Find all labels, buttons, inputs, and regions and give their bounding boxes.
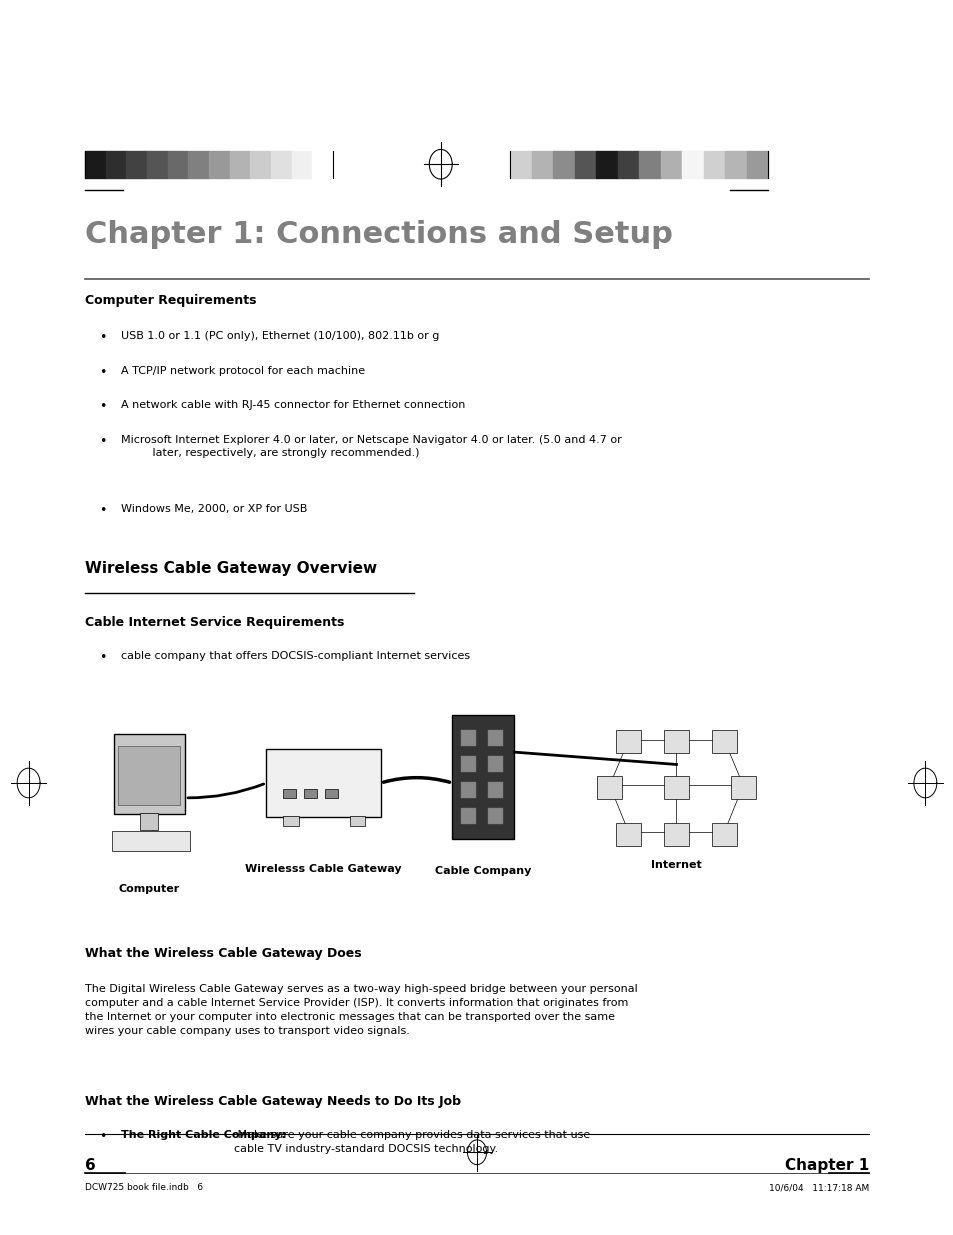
Bar <box>304 789 316 799</box>
Bar <box>188 151 209 178</box>
Text: Internet: Internet <box>651 860 701 869</box>
Bar <box>487 730 502 746</box>
Bar <box>574 151 596 178</box>
Text: •: • <box>99 435 107 448</box>
Text: Chapter 1: Chapter 1 <box>784 1158 868 1173</box>
Text: 10/6/04   11:17:18 AM: 10/6/04 11:17:18 AM <box>768 1183 868 1192</box>
Bar <box>250 151 271 178</box>
Text: •: • <box>99 651 107 664</box>
Text: •: • <box>99 331 107 345</box>
Text: Computer: Computer <box>118 884 179 894</box>
Text: The Right Cable Company:: The Right Cable Company: <box>121 1130 286 1140</box>
Text: The Digital Wireless Cable Gateway serves as a two-way high-speed bridge between: The Digital Wireless Cable Gateway serve… <box>85 984 638 1036</box>
Bar <box>113 734 185 814</box>
Bar <box>266 750 380 818</box>
Bar <box>460 808 476 824</box>
Text: Computer Requirements: Computer Requirements <box>85 294 256 308</box>
Text: What the Wireless Cable Gateway Does: What the Wireless Cable Gateway Does <box>85 947 361 961</box>
Bar <box>106 151 126 178</box>
Bar <box>659 151 681 178</box>
Bar <box>596 151 617 178</box>
Bar <box>325 789 337 799</box>
Text: What the Wireless Cable Gateway Needs to Do Its Job: What the Wireless Cable Gateway Needs to… <box>85 1095 460 1109</box>
Bar <box>292 151 312 178</box>
Bar <box>597 776 621 799</box>
Text: Wireless Cable Gateway Overview: Wireless Cable Gateway Overview <box>85 561 376 576</box>
Bar <box>452 715 514 839</box>
Bar <box>724 151 745 178</box>
Bar <box>112 831 190 851</box>
Text: Make sure your cable company provides data services that use
cable TV industry-s: Make sure your cable company provides da… <box>233 1130 590 1153</box>
Text: •: • <box>99 504 107 517</box>
Bar <box>711 823 736 846</box>
Text: DCW725 book file.indb   6: DCW725 book file.indb 6 <box>85 1183 203 1192</box>
Text: •: • <box>99 1130 107 1144</box>
Bar <box>283 789 295 799</box>
Bar <box>230 151 250 178</box>
Bar <box>663 776 688 799</box>
Bar <box>460 730 476 746</box>
Text: USB 1.0 or 1.1 (PC only), Ethernet (10/100), 802.11b or g: USB 1.0 or 1.1 (PC only), Ethernet (10/1… <box>121 331 439 341</box>
Bar <box>618 151 639 178</box>
Bar <box>510 151 531 178</box>
Bar <box>487 756 502 772</box>
Text: •: • <box>99 366 107 379</box>
Text: A network cable with RJ-45 connector for Ethernet connection: A network cable with RJ-45 connector for… <box>121 400 465 410</box>
Bar <box>487 782 502 798</box>
Text: Chapter 1: Connections and Setup: Chapter 1: Connections and Setup <box>85 220 672 248</box>
Bar <box>126 151 147 178</box>
Bar <box>460 782 476 798</box>
Text: 6: 6 <box>85 1158 95 1173</box>
Text: cable company that offers DOCSIS-compliant Internet services: cable company that offers DOCSIS-complia… <box>121 651 470 661</box>
Bar <box>168 151 188 178</box>
Text: Cable Internet Service Requirements: Cable Internet Service Requirements <box>85 616 344 630</box>
Bar <box>553 151 574 178</box>
Bar <box>118 746 180 805</box>
Bar <box>312 151 333 178</box>
Text: Microsoft Internet Explorer 4.0 or later, or Netscape Navigator 4.0 or later. (5: Microsoft Internet Explorer 4.0 or later… <box>121 435 621 458</box>
Bar <box>616 730 640 753</box>
Text: Cable Company: Cable Company <box>435 866 531 876</box>
Bar <box>283 816 298 826</box>
Text: Wirelesss Cable Gateway: Wirelesss Cable Gateway <box>245 864 401 874</box>
Bar <box>663 823 688 846</box>
Bar <box>711 730 736 753</box>
Text: Windows Me, 2000, or XP for USB: Windows Me, 2000, or XP for USB <box>121 504 307 514</box>
Bar <box>487 808 502 824</box>
Text: •: • <box>99 400 107 414</box>
Bar <box>271 151 292 178</box>
Bar <box>616 823 640 846</box>
Bar <box>730 776 755 799</box>
Bar <box>460 756 476 772</box>
Bar <box>702 151 724 178</box>
Bar <box>531 151 553 178</box>
Bar <box>663 730 688 753</box>
Bar <box>350 816 365 826</box>
Bar <box>85 151 106 178</box>
Bar <box>639 151 659 178</box>
Bar <box>209 151 230 178</box>
Bar <box>746 151 767 178</box>
Bar <box>681 151 702 178</box>
Bar <box>147 151 168 178</box>
Bar <box>140 813 157 830</box>
Text: A TCP/IP network protocol for each machine: A TCP/IP network protocol for each machi… <box>121 366 365 375</box>
